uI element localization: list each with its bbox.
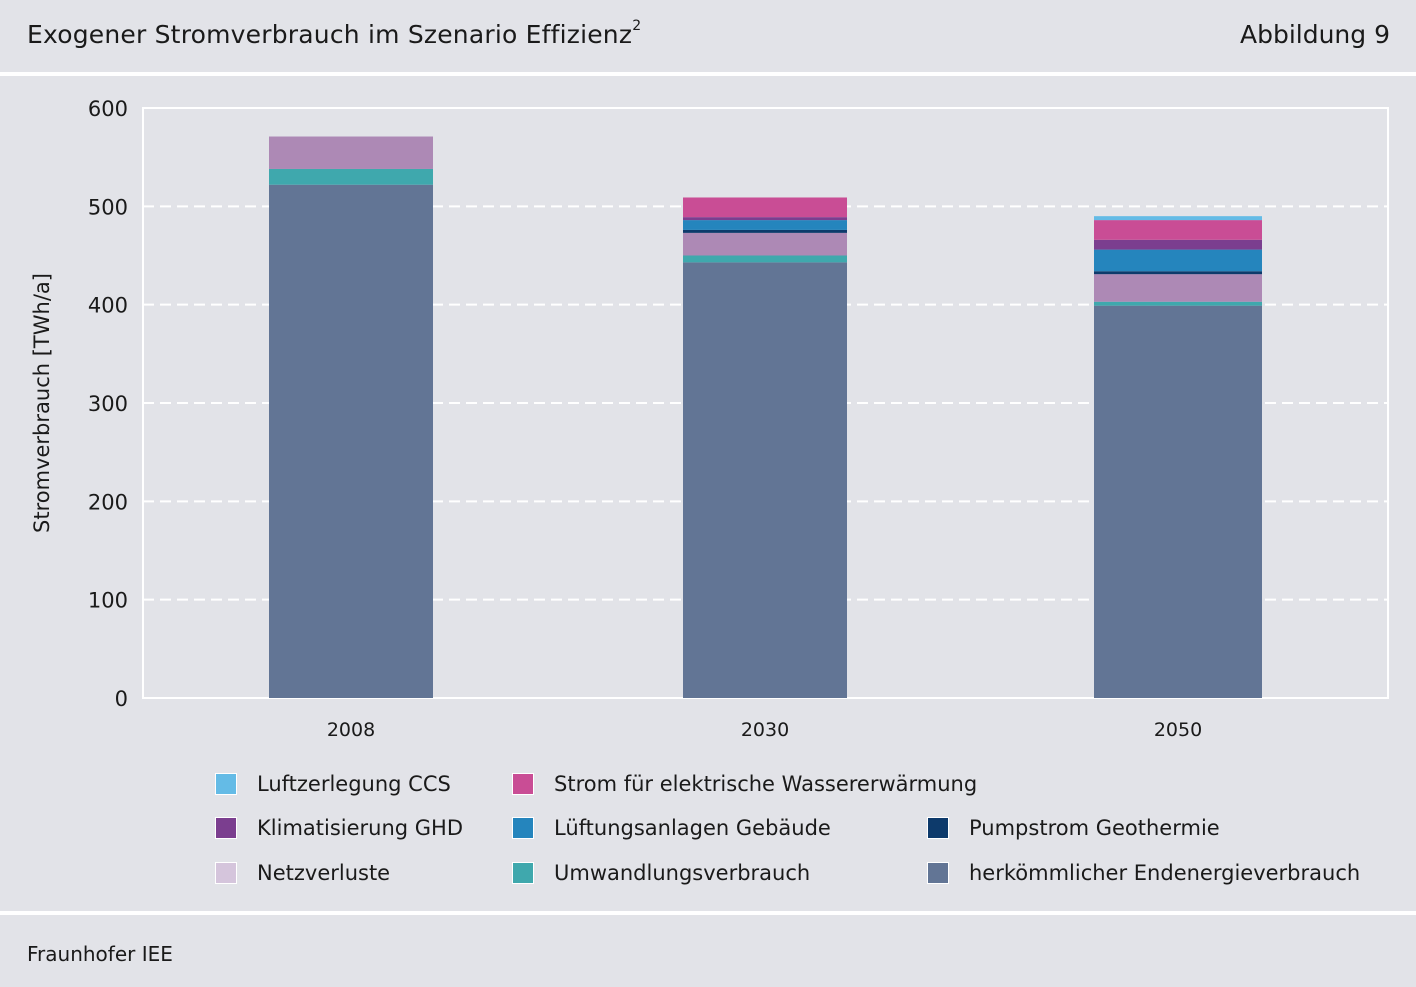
y-tick-label: 0 (115, 687, 128, 711)
legend-item-pumpstrom-geothermie: Pumpstrom Geothermie (927, 813, 1220, 843)
bar-segment (1094, 216, 1262, 221)
legend-swatch (215, 817, 237, 839)
source-credit: Fraunhofer IEE (27, 942, 173, 966)
x-tick-label: 2030 (741, 719, 789, 741)
legend-label: Luftzerlegung CCS (257, 772, 451, 796)
bar-segment (683, 217, 847, 221)
bar-segment (1094, 305, 1262, 698)
legend-swatch (512, 817, 534, 839)
legend-item-netzverluste: Netzverluste (215, 858, 390, 888)
y-tick-label: 600 (88, 97, 128, 121)
stacked-bar-chart: 0 100 200 300 400 500 600 Stromverbrauch [TWh/a… (30, 97, 1389, 741)
bar-segment (1094, 274, 1262, 302)
bar-segment (1094, 301, 1262, 306)
bar-segment (269, 136, 433, 169)
legend-label: Pumpstrom Geothermie (969, 816, 1220, 840)
legend-label: Umwandlungsverbrauch (554, 861, 811, 885)
bar-segment (683, 232, 847, 256)
y-tick-label: 400 (88, 294, 128, 318)
bar-segment (683, 255, 847, 263)
bar-segment (1094, 249, 1262, 272)
bar-segment (269, 184, 433, 698)
bar-segment (683, 229, 847, 233)
legend-label: Netzverluste (257, 861, 391, 885)
legend-label: Klimatisierung GHD (257, 816, 464, 840)
y-tick-label: 200 (88, 490, 128, 514)
bar-segment (1094, 239, 1262, 250)
legend-swatch (215, 773, 237, 795)
figure-number: Abbildung 9 (1239, 20, 1390, 49)
legend-label: Lüftungsanlagen Gebäude (554, 816, 831, 840)
legend-swatch (512, 862, 534, 884)
legend-swatch (927, 862, 949, 884)
legend-swatch (927, 817, 949, 839)
y-tick-label: 300 (88, 392, 128, 416)
legend-swatch (512, 773, 534, 795)
y-axis-label: Stromverbrauch [TWh/a] (30, 273, 54, 533)
legend-label: Strom für elektrische Wassererwärmung (554, 772, 978, 796)
chart-legend: Luftzerlegung CCS Strom für elektrische … (0, 76, 1416, 911)
figure-title: Exogener Stromverbrauch im Szenario Effi… (27, 17, 642, 49)
header: Exogener Stromverbrauch im Szenario Effi… (0, 0, 1416, 72)
bar-segment (269, 168, 433, 185)
bar-segment (683, 197, 847, 218)
legend-item-umwandlungsverbrauch: Umwandlungsverbrauch (512, 858, 810, 888)
legend-label: herkömmlicher Endenergieverbrauch (969, 861, 1361, 885)
legend-item-strom-wassererwaermung: Strom für elektrische Wassererwärmung (512, 769, 977, 799)
legend-swatch (215, 862, 237, 884)
bar-segment (1094, 220, 1262, 240)
title-superscript: 2 (632, 17, 642, 34)
bar-segment (683, 262, 847, 698)
legend-item-klimatisierung-ghd: Klimatisierung GHD (215, 813, 463, 843)
x-tick-label: 2050 (1154, 719, 1202, 741)
bar-segment (1094, 271, 1262, 275)
legend-item-endenergieverbrauch: herkömmlicher Endenergieverbrauch (927, 858, 1360, 888)
bar-segment (683, 220, 847, 230)
y-tick-label: 500 (88, 195, 128, 219)
legend-item-lueftungsanlagen: Lüftungsanlagen Gebäude (512, 813, 831, 843)
x-tick-label: 2008 (327, 719, 375, 741)
legend-item-luftzerlegung-ccs: Luftzerlegung CCS (215, 769, 451, 799)
footer: Fraunhofer IEE (0, 915, 1416, 987)
y-tick-label: 100 (88, 589, 128, 613)
